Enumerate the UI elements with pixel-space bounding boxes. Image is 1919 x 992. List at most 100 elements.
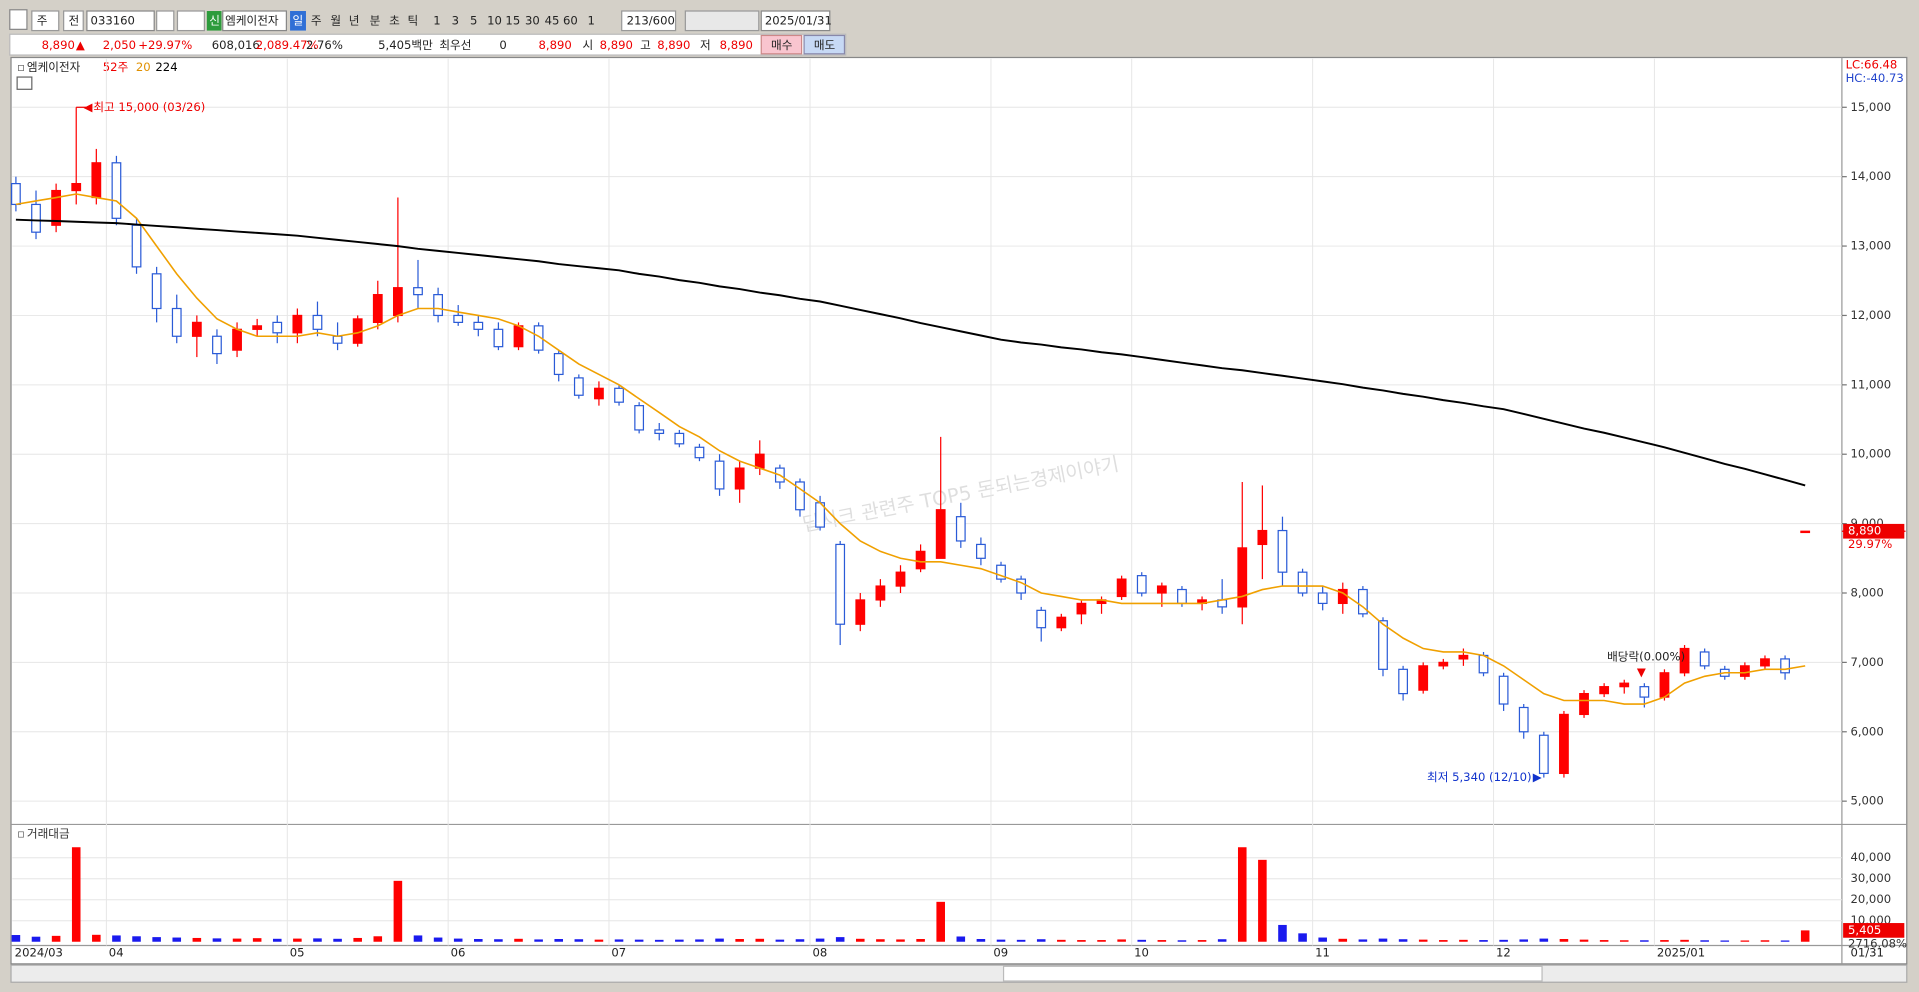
candle-body (835, 543, 846, 625)
current-price-box (1843, 523, 1905, 539)
candle-body (1639, 686, 1650, 698)
volume-bar (1640, 940, 1649, 942)
name-box (222, 10, 287, 32)
volume-bar (1137, 939, 1147, 942)
candle-body (1357, 588, 1368, 615)
annotation-exdiv: 배당락(0.00%) (1607, 649, 1685, 663)
toolbar-item[interactable]: 틱 (408, 13, 419, 27)
ma-line (15, 218, 1806, 487)
legend-name: 엠케이전자 (27, 60, 81, 74)
candle-body (473, 321, 484, 330)
volume-bar (1197, 940, 1207, 942)
candle-body (292, 314, 303, 334)
volume-bar (755, 938, 765, 942)
volume-bar (1278, 924, 1287, 942)
volume-bar (1398, 939, 1408, 942)
toolbar-item[interactable]: 1 (433, 13, 440, 27)
candle-body (232, 328, 242, 351)
x-tick-label: 2024/03 (15, 945, 63, 959)
sell-button[interactable] (803, 34, 846, 55)
toolbar-item[interactable]: 10 (487, 13, 502, 27)
toolbar-item[interactable]: 분 (370, 13, 381, 27)
candle-body (433, 294, 443, 317)
toolbar-item[interactable]: 60 (563, 13, 578, 27)
high-arrow: ◀ (84, 100, 93, 114)
volume-bar (634, 939, 644, 942)
volume-title: 거래대금 (27, 827, 70, 841)
volume-bar (976, 939, 986, 942)
volume-bar (1619, 940, 1629, 942)
toolbar-icon[interactable] (9, 9, 28, 30)
quote-item: 저 (700, 38, 711, 52)
candle-body (1739, 665, 1750, 677)
candle-body (212, 335, 222, 355)
toolbar-item[interactable]: 45 (545, 13, 560, 27)
quote-item: 2.76% (306, 38, 343, 52)
toolbar-item[interactable]: 년 (349, 13, 360, 27)
candle-body (1257, 529, 1268, 546)
volume-bar (1720, 940, 1730, 942)
tool-icons[interactable] (684, 10, 760, 32)
quote-item[interactable]: 매수 (771, 38, 793, 52)
search-button[interactable] (156, 10, 175, 32)
toolbar-item[interactable]: 30 (525, 13, 540, 27)
candle-body (372, 294, 383, 323)
toolbar-item[interactable]: 초 (389, 13, 400, 27)
candle-body (1559, 713, 1569, 775)
date-box[interactable] (760, 10, 831, 32)
scope-select[interactable] (63, 10, 84, 32)
toolbar-item[interactable]: 3 (452, 13, 459, 27)
code-input[interactable] (86, 10, 155, 32)
period-selected[interactable] (290, 11, 306, 31)
toolbar-item[interactable]: 월 (330, 13, 341, 27)
volume-bar (715, 938, 724, 942)
candle-body (1378, 620, 1388, 670)
volume-bar (92, 934, 101, 942)
toolbar-item[interactable]: 213/600 (627, 13, 675, 27)
x-end-label: 01/31 (1850, 945, 1883, 959)
low-arrow: ▶ (1533, 770, 1542, 784)
toolbar-item[interactable]: 일 (293, 13, 304, 27)
scrollbar[interactable] (10, 964, 1908, 983)
candle-body (1538, 734, 1549, 775)
toolbar-item[interactable]: 15 (505, 13, 520, 27)
candle-body (1116, 578, 1127, 598)
annotation-high: 최고 15,000 (03/26) (93, 100, 205, 114)
volume-bar (1338, 938, 1348, 942)
toolbar-item: 엠케이전자 (225, 13, 279, 27)
candle-body (1277, 529, 1288, 573)
sound-button[interactable] (176, 10, 205, 32)
quote-item: 고 (640, 38, 651, 52)
candle-body (734, 467, 745, 490)
lc-label: LC:66.48 (1846, 57, 1898, 71)
toolbar-item[interactable]: 1 (587, 13, 594, 27)
panel-icon[interactable] (16, 76, 33, 90)
candle-body (332, 335, 343, 344)
x-tick-label: 11 (1315, 945, 1330, 959)
candle-body (1016, 578, 1027, 594)
candle-body (1780, 658, 1790, 674)
toolbar-item[interactable]: 주 (311, 13, 322, 27)
volume-bar (675, 939, 684, 942)
y-tick-label: 8,000 (1850, 586, 1883, 600)
toolbar-item[interactable]: 2025/01/31 (765, 13, 832, 27)
scroll-thumb[interactable] (1002, 965, 1543, 982)
volume-bar (1077, 940, 1086, 942)
market-select[interactable] (31, 10, 60, 32)
ma-line (15, 193, 1806, 705)
quote-item[interactable]: 매도 (814, 38, 836, 52)
volume-tick-label: 30,000 (1850, 871, 1891, 885)
buy-button[interactable] (760, 34, 803, 55)
x-tick-label: 12 (1496, 945, 1511, 959)
candle-body (754, 453, 765, 469)
volume-bar (212, 938, 222, 942)
volume-bar (1499, 939, 1508, 942)
chart-frame (10, 56, 1908, 965)
toolbar-item[interactable]: 5 (470, 13, 477, 27)
volume-bar (333, 938, 342, 942)
volume-bar (1579, 939, 1589, 942)
candle-body (31, 203, 41, 233)
volume-bar (856, 938, 865, 942)
